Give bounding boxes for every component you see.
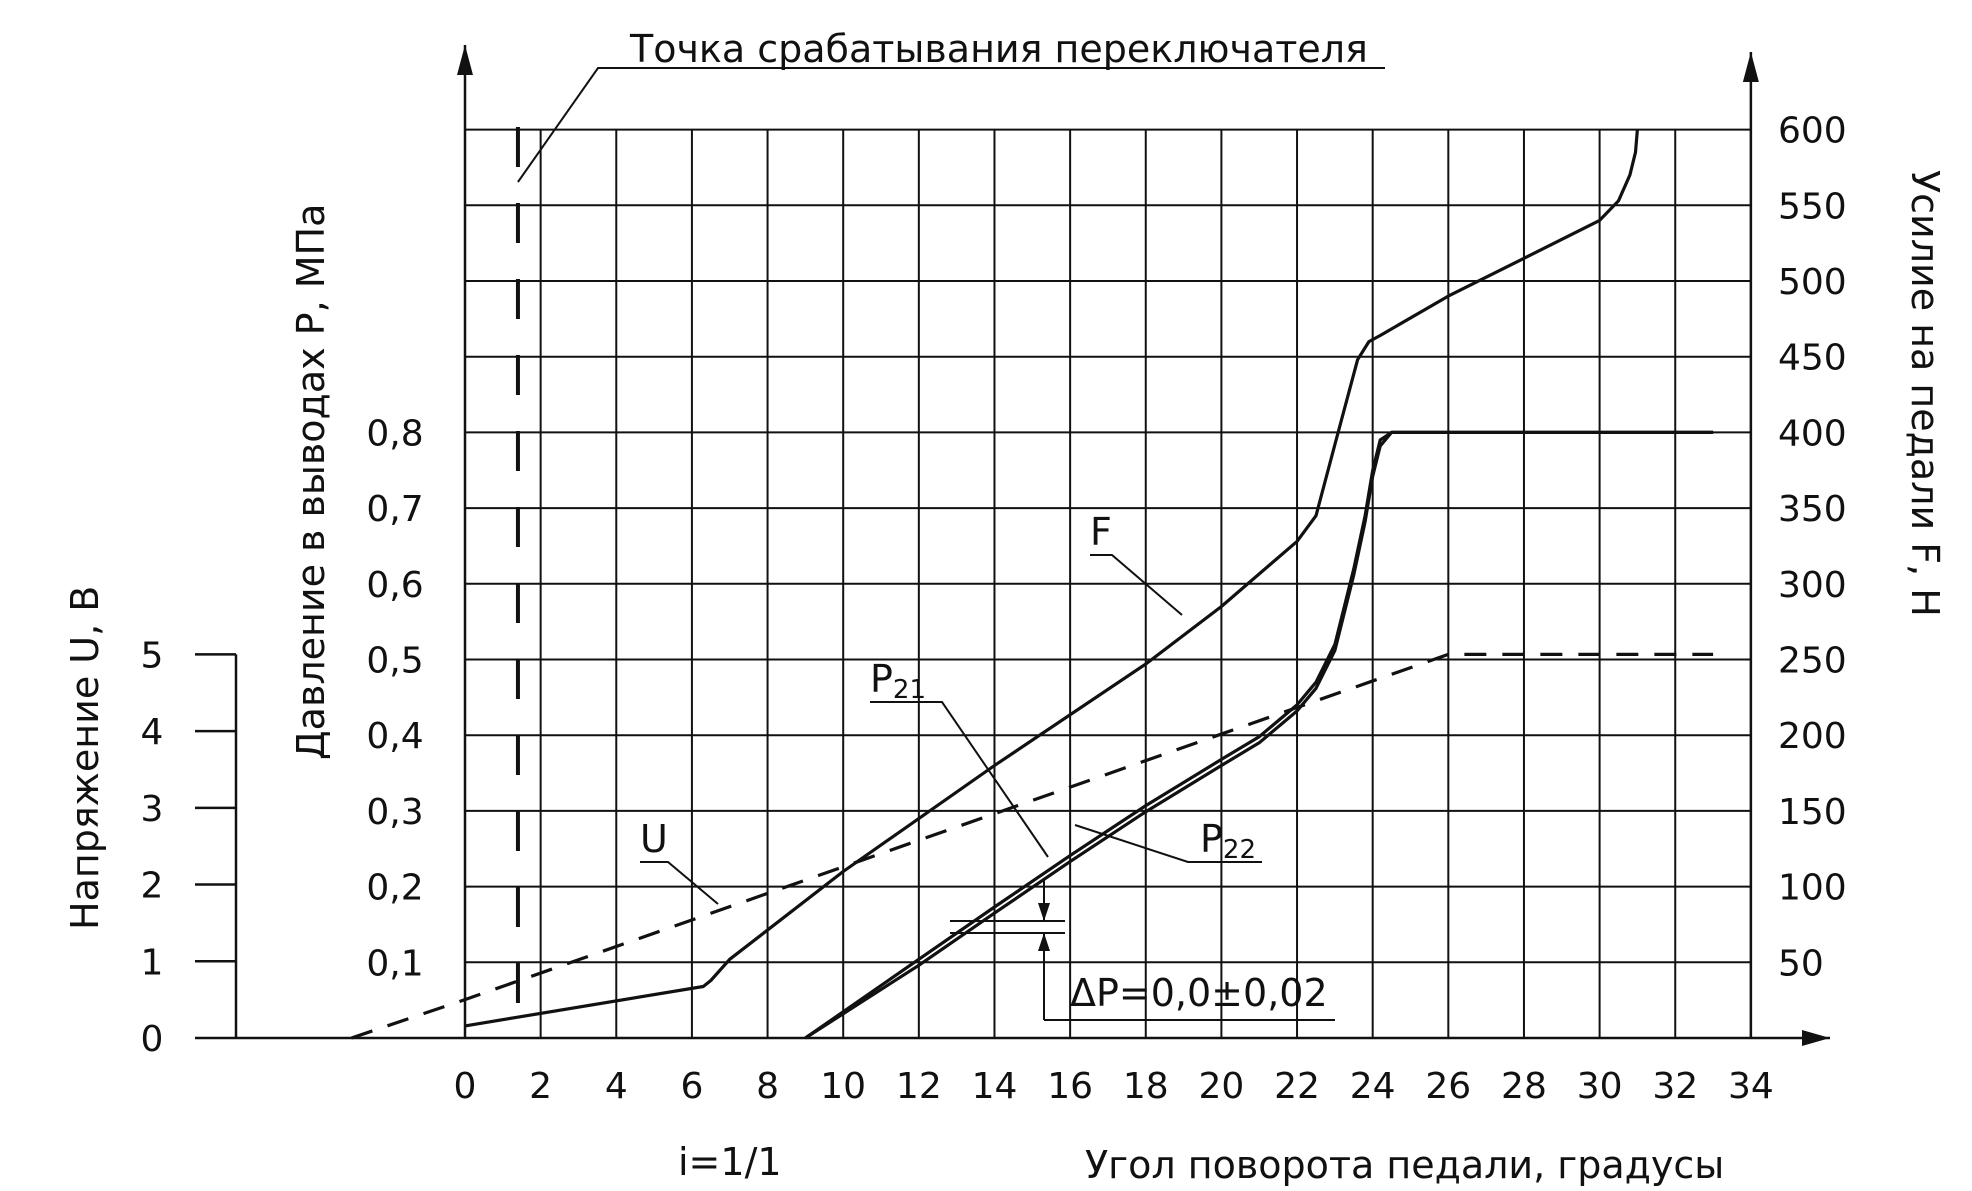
x-tick-label: 26 [1425,1066,1471,1107]
series-label-f: F [1090,510,1112,554]
pressure-tick-label: 0,4 [366,716,423,757]
x-tick-label: 22 [1274,1066,1320,1107]
x-tick-label: 6 [680,1066,703,1107]
x-tick-label: 20 [1198,1066,1244,1107]
voltage-tick-label: 3 [141,789,164,830]
x-tick-label: 30 [1577,1066,1623,1107]
pressure-tick-label: 0,3 [366,792,423,833]
x-tick-label: 10 [820,1066,866,1107]
delta-p-label: ΔP=0,0±0,02 [1070,971,1328,1015]
x-tick-label: 34 [1728,1066,1774,1107]
series [350,127,1714,1040]
force-axis-arrow [1742,52,1759,82]
series-u-line [350,652,1714,1040]
series-leader-f [1090,554,1183,616]
x-tick-label: 32 [1652,1066,1698,1107]
switch-point-leader [517,67,1385,183]
force-tick-label: 50 [1778,943,1824,984]
series-leader-p21 [870,701,1049,858]
series-p22-line [804,430,1714,1040]
x-tick-label: 8 [756,1066,779,1107]
force-tick-label: 350 [1778,489,1847,530]
force-axis-title: Усилие на педали F, Н [1903,170,1947,617]
pressure-tick-label: 0,1 [366,943,423,984]
x-tick-label: 16 [1047,1066,1093,1107]
x-tick-label: 0 [454,1066,477,1107]
force-tick-label: 200 [1778,716,1847,757]
series-label-u: U [640,817,668,861]
pressure-axis-arrow [457,45,473,75]
voltage-tick-label: 1 [141,942,164,983]
pressure-tick-label: 0,5 [366,641,423,682]
pressure-axis-title: Давление в выводах P, МПа [289,204,333,760]
x-tick-label: 28 [1501,1066,1547,1107]
x-tick-label: 4 [605,1066,628,1107]
force-tick-label: 400 [1778,413,1847,454]
x-tick-label: 2 [529,1066,552,1107]
force-tick-label: 500 [1778,262,1847,303]
voltage-tick-label: 0 [141,1019,164,1060]
x-axis-title: Угол поворота педали, градусы [1085,1143,1724,1187]
force-tick-label: 300 [1778,565,1847,606]
force-tick-label: 100 [1778,868,1847,909]
force-tick-label: 600 [1778,111,1847,152]
pressure-tick-label: 0,6 [366,565,423,606]
series-label-p22: P22 [1200,817,1256,865]
x-axis-arrow [1802,1030,1830,1046]
voltage-axis-title: Напряжение U, В [63,586,107,930]
delta-p-arrow-down [1038,903,1050,921]
pressure-tick-label: 0,2 [366,868,423,909]
grid [465,128,1752,1038]
force-tick-label: 450 [1778,338,1847,379]
labels: 0 2 4 6 8 10 12 14 16 18 20 22 24 26 28 30 32 340123450,1… [141,67,1847,1107]
axes [195,45,1830,1046]
force-tick-label: 250 [1778,641,1847,682]
pressure-tick-label: 0,8 [366,413,423,454]
voltage-tick-label: 2 [141,866,164,907]
x-tick-label: 14 [972,1066,1018,1107]
x-tick-label: 12 [896,1066,942,1107]
series-leader-u [640,861,719,905]
series-f-line [464,129,1639,1028]
force-tick-label: 150 [1778,792,1847,833]
pressure-tick-label: 0,7 [366,489,423,530]
delta-p-arrow-up [1038,933,1050,951]
x-tick-label: 24 [1350,1066,1396,1107]
series-label-p21: P21 [870,657,926,705]
switch-point-label: Точка срабатывания переключателя [629,27,1368,71]
x-tick-label: 18 [1123,1066,1169,1107]
series-leader-p22 [1074,824,1262,863]
voltage-tick-label: 4 [141,712,164,753]
force-tick-label: 550 [1778,186,1847,227]
scale-note: i=1/1 [678,1140,782,1184]
voltage-tick-label: 5 [141,635,164,676]
